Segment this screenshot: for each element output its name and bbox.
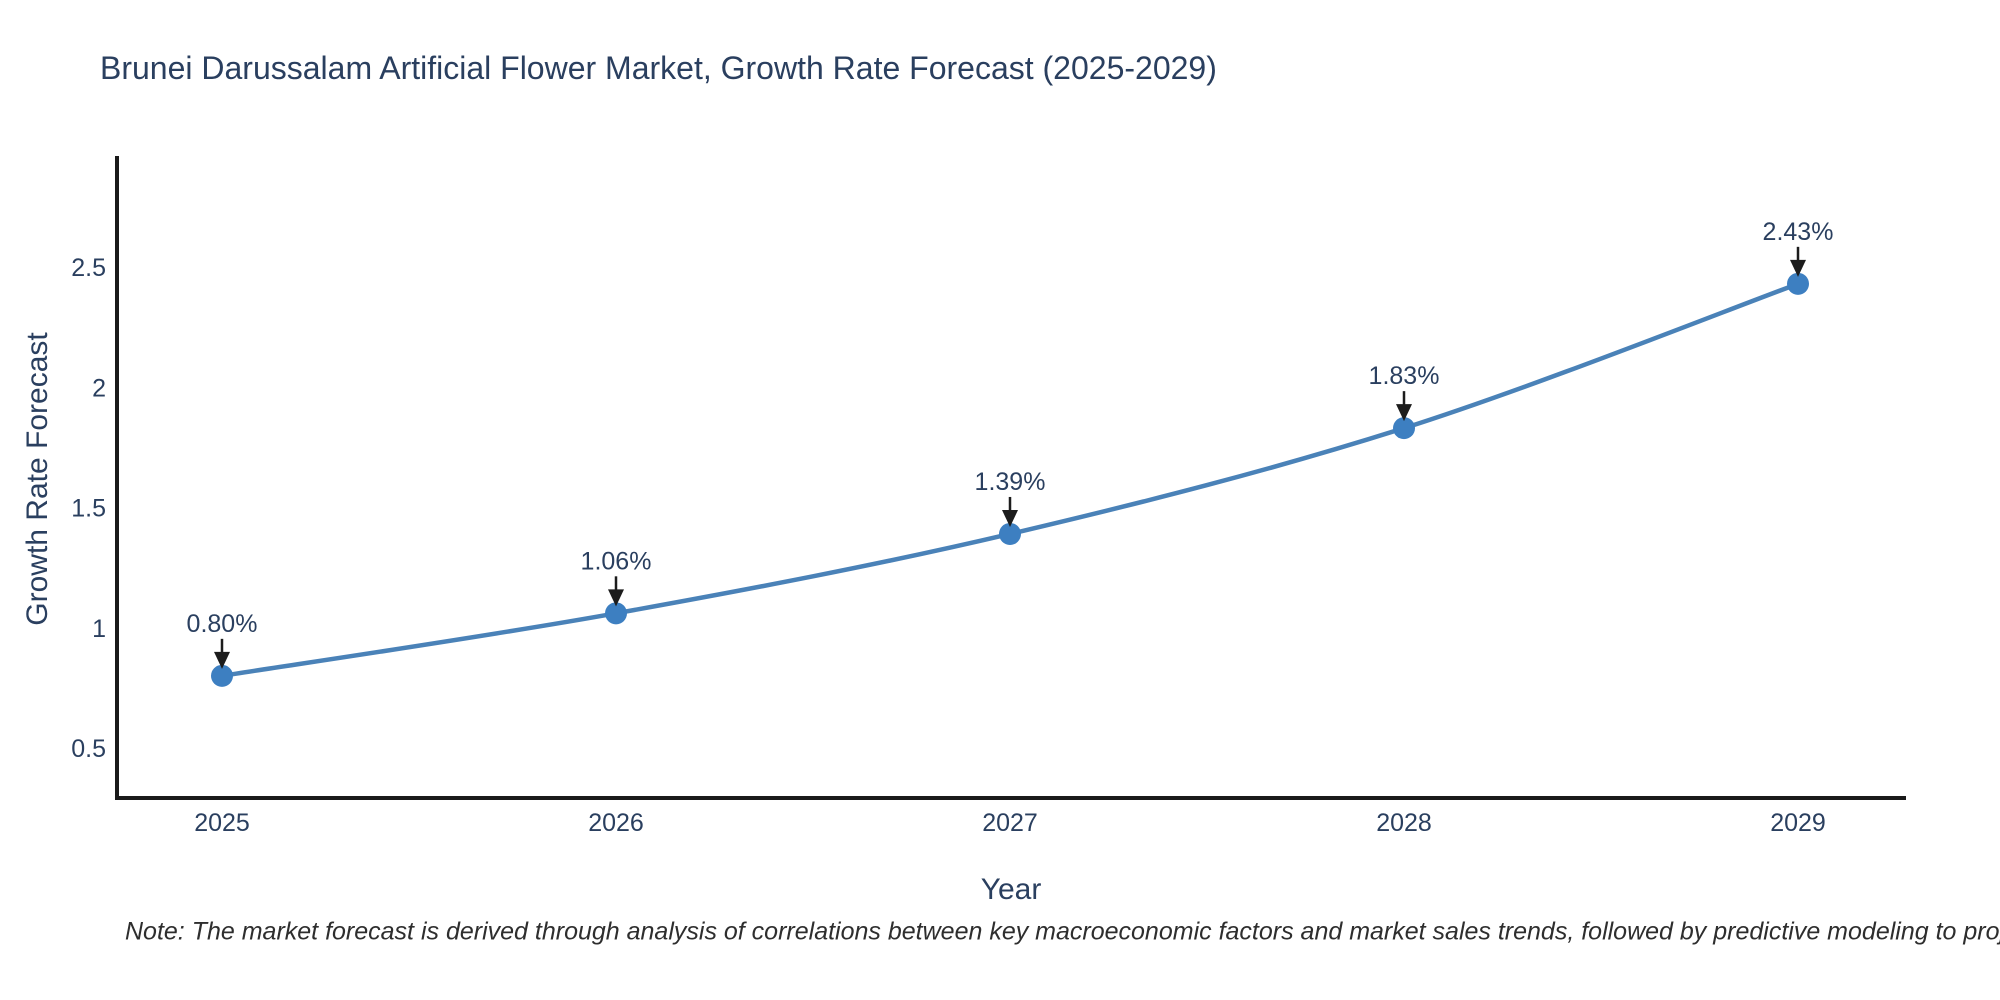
- y-tick-label: 1: [92, 615, 106, 643]
- data-point-marker[interactable]: [1393, 417, 1415, 440]
- footnote: Note: The market forecast is derived thr…: [125, 917, 2000, 946]
- annotation-arrowhead-icon: [214, 651, 230, 669]
- data-point-label: 1.39%: [975, 468, 1046, 496]
- data-point-marker[interactable]: [605, 602, 627, 625]
- x-tick-label: 2028: [1376, 809, 1432, 837]
- y-tick-label: 1.5: [71, 495, 106, 523]
- x-tick-label: 2027: [982, 809, 1038, 837]
- x-tick-label: 2026: [588, 809, 644, 837]
- chart-title: Brunei Darussalam Artificial Flower Mark…: [100, 50, 1217, 86]
- data-point-marker[interactable]: [1787, 272, 1809, 295]
- data-point-marker[interactable]: [999, 522, 1021, 545]
- annotation-arrowhead-icon: [608, 589, 624, 607]
- data-point-label: 1.83%: [1369, 362, 1440, 390]
- x-tick-label: 2029: [1770, 809, 1826, 837]
- data-point-label: 2.43%: [1763, 218, 1834, 246]
- annotation-arrowhead-icon: [1790, 259, 1806, 277]
- annotation-arrowhead-icon: [1396, 404, 1412, 422]
- x-axis-title: Year: [980, 873, 1042, 906]
- annotation-arrowhead-icon: [1002, 509, 1018, 527]
- data-point-label: 1.06%: [581, 547, 652, 575]
- y-tick-label: 2: [92, 374, 106, 402]
- x-tick-label: 2025: [194, 809, 250, 837]
- y-tick-label: 0.5: [71, 735, 106, 763]
- y-tick-label: 2.5: [71, 254, 106, 282]
- data-point-marker[interactable]: [211, 664, 233, 687]
- data-point-label: 0.80%: [187, 610, 258, 638]
